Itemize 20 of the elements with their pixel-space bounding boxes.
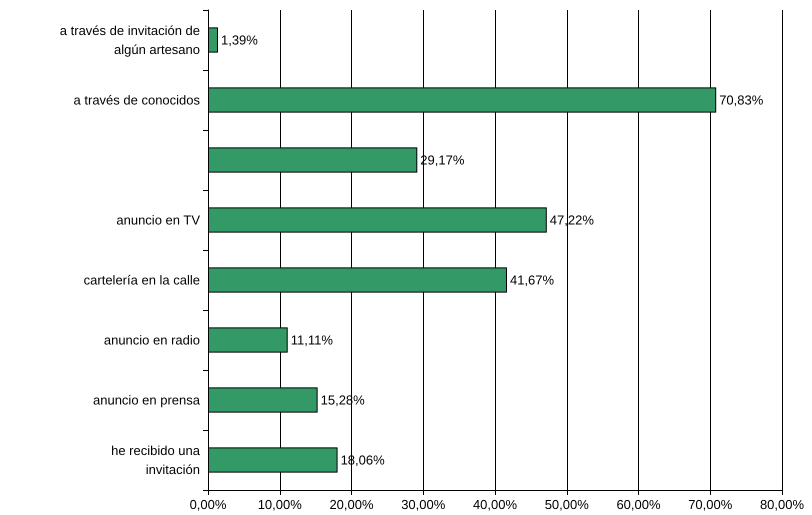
data-label: 70,83% xyxy=(719,92,764,108)
x-tick-label: 30,00% xyxy=(401,497,446,512)
y-tick-label: anuncio en radio xyxy=(104,332,200,348)
y-tick-label: a través de invitación de algún artesano xyxy=(60,23,200,57)
x-tick-label: 20,00% xyxy=(329,497,374,512)
x-tick-label: 40,00% xyxy=(472,497,518,512)
y-tick-label: a través de conocidos xyxy=(74,92,200,108)
x-tick-label: 70,00% xyxy=(688,497,733,512)
y-tick-label: anuncio en prensa xyxy=(93,392,201,408)
x-tick-label: 50,00% xyxy=(544,497,590,512)
y-tick-label: he recibido una invitación xyxy=(111,443,201,477)
data-label: 11,11% xyxy=(290,332,334,348)
data-label: 1,39% xyxy=(220,32,258,48)
data-label: 41,67% xyxy=(510,272,555,288)
x-tick-label: 0,00% xyxy=(190,497,227,512)
x-tick-label: 80,00% xyxy=(760,497,804,512)
x-tick-label: 60,00% xyxy=(616,497,661,512)
y-tick-label: anuncio en TV xyxy=(116,212,200,228)
y-tick-label: cartelería en la calle xyxy=(84,272,200,288)
x-tick-label: 10,00% xyxy=(258,497,302,512)
